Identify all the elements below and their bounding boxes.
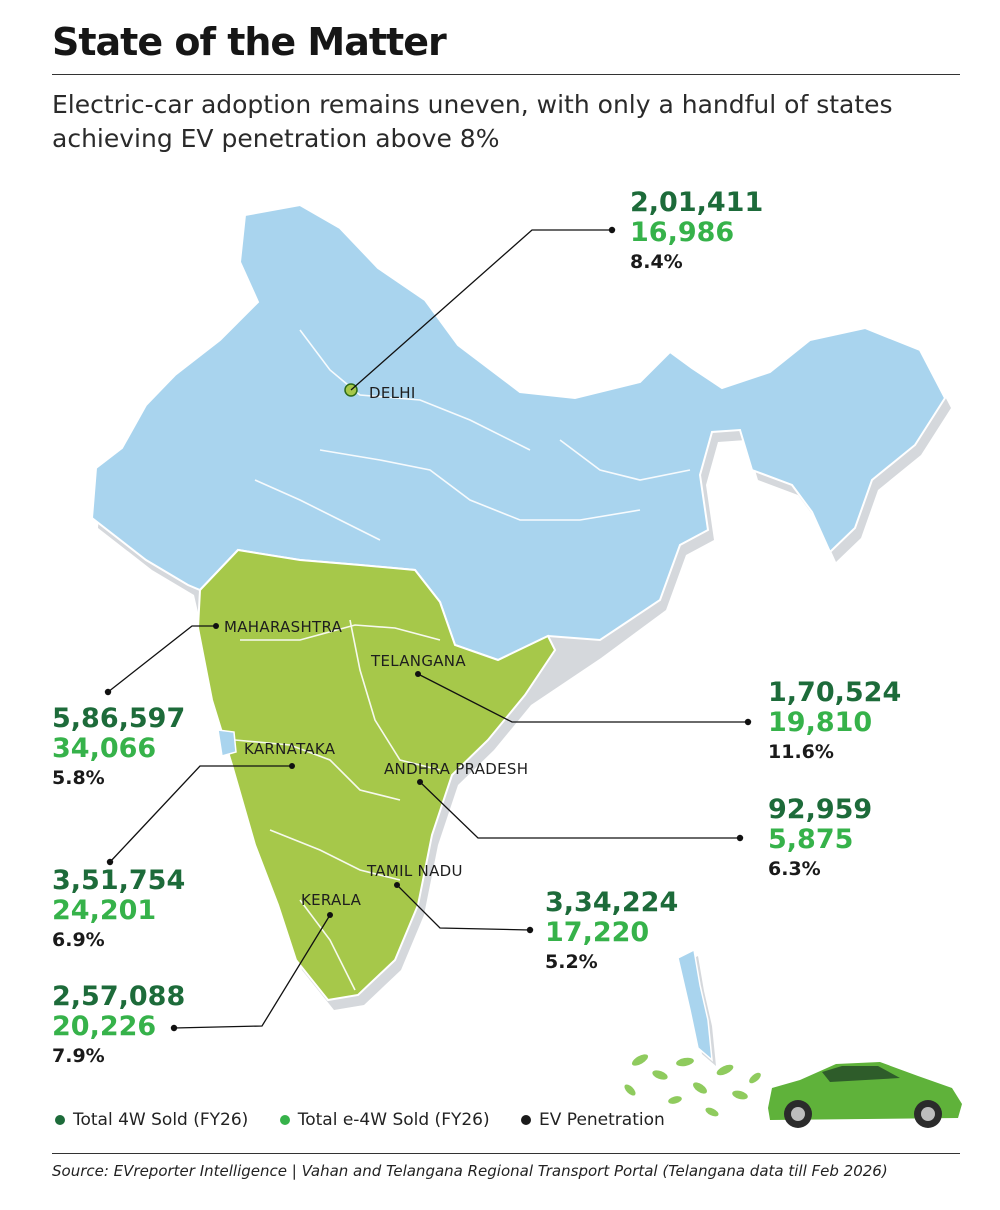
ev-penetration-value: 7.9% xyxy=(52,1045,105,1067)
ev-penetration-value: 5.8% xyxy=(52,767,105,789)
andaman-islands xyxy=(677,948,713,1062)
map-south-region xyxy=(196,548,557,1002)
total-4w-value: 2,57,088 xyxy=(52,981,186,1012)
legend-item-total-4w: Total 4W Sold (FY26) xyxy=(55,1110,248,1130)
legend-item-total-e4w: Total e-4W Sold (FY26) xyxy=(279,1110,490,1130)
leader-dots xyxy=(104,226,752,1032)
total-4w-value: 92,959 xyxy=(768,794,873,825)
legend-label: Total 4W Sold (FY26) xyxy=(73,1110,249,1130)
state-label-kerala: KERALA xyxy=(301,891,362,909)
footer-divider xyxy=(52,1153,960,1154)
map-north-region xyxy=(90,203,947,662)
legend-dot-total-4w xyxy=(55,1115,65,1125)
source-note: Source: EVreporter Intelligence | Vahan … xyxy=(52,1162,888,1180)
total-e4w-value: 19,810 xyxy=(768,707,873,738)
stat-maharashtra: 5,86,597 34,066 5.8% xyxy=(52,704,185,792)
legend-label: Total e-4W Sold (FY26) xyxy=(297,1110,490,1130)
state-label-delhi: DELHI xyxy=(369,384,416,402)
total-e4w-value: 20,226 xyxy=(52,1011,157,1042)
goa-patch xyxy=(217,729,237,757)
total-4w-value: 1,70,524 xyxy=(768,677,902,708)
ev-penetration-value: 5.2% xyxy=(545,951,598,973)
state-label-tamil-nadu: TAMIL NADU xyxy=(367,862,463,880)
ev-penetration-value: 11.6% xyxy=(768,741,834,763)
stat-delhi: 2,01,411 16,986 8.4% xyxy=(630,188,763,276)
legend-dot-ev-penetration xyxy=(521,1115,532,1125)
state-label-maharashtra: MAHARASHTRA xyxy=(224,618,343,636)
total-4w-value: 3,51,754 xyxy=(52,865,186,896)
car-illustration xyxy=(624,1054,962,1128)
stat-andhra-pradesh: 92,959 5,875 6.3% xyxy=(768,795,872,883)
legend: Total 4W Sold (FY26) Total e-4W Sold (FY… xyxy=(55,1110,691,1130)
subtitle: Electric-car adoption remains uneven, wi… xyxy=(52,90,893,153)
total-e4w-value: 34,066 xyxy=(52,733,157,764)
state-label-andhra-pradesh: ANDHRA PRADESH xyxy=(384,760,529,778)
state-borders xyxy=(234,329,691,991)
total-e4w-value: 17,220 xyxy=(545,917,650,948)
total-e4w-value: 24,201 xyxy=(52,895,157,926)
page-title: State of the Matter xyxy=(52,20,447,64)
legend-dot-total-e4w xyxy=(279,1115,290,1125)
title-divider xyxy=(52,74,960,75)
stat-telangana: 1,70,524 19,810 11.6% xyxy=(768,678,901,766)
leader-lines xyxy=(107,229,748,1029)
state-label-telangana: TELANGANA xyxy=(371,652,466,670)
ev-penetration-value: 8.4% xyxy=(630,251,683,273)
total-e4w-value: 16,986 xyxy=(630,217,735,248)
ev-penetration-value: 6.3% xyxy=(768,858,821,880)
stat-kerala: 2,57,088 20,226 7.9% xyxy=(52,982,185,1070)
total-4w-value: 2,01,411 xyxy=(630,187,764,218)
total-4w-value: 5,86,597 xyxy=(52,703,186,734)
stat-karnataka: 3,51,754 24,201 6.9% xyxy=(52,866,185,954)
total-e4w-value: 5,875 xyxy=(768,824,854,855)
legend-label: EV Penetration xyxy=(539,1110,665,1130)
ev-penetration-value: 6.9% xyxy=(52,929,105,951)
state-label-karnataka: KARNATAKA xyxy=(244,740,336,758)
stat-tamil-nadu: 3,34,224 17,220 5.2% xyxy=(545,888,678,976)
total-4w-value: 3,34,224 xyxy=(545,887,679,918)
legend-item-ev-penetration: EV Penetration xyxy=(521,1110,665,1130)
